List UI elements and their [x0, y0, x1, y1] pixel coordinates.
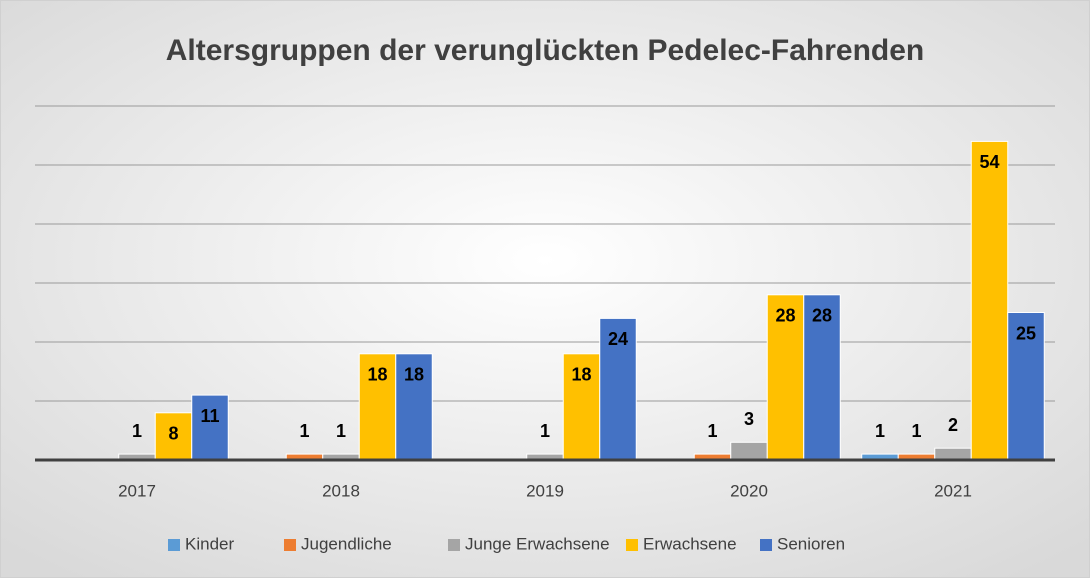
- x-tick-label: 2020: [730, 481, 768, 500]
- data-label: 28: [775, 306, 795, 326]
- legend-swatch: [760, 539, 772, 551]
- data-label: 1: [540, 421, 550, 441]
- bar: [191, 394, 229, 461]
- data-label: 2: [948, 415, 958, 435]
- data-label: 1: [336, 421, 346, 441]
- bar: [599, 317, 637, 461]
- x-tick-label: 2019: [526, 481, 564, 500]
- bar: [358, 353, 397, 461]
- data-label: 25: [1016, 323, 1036, 343]
- bar: [970, 140, 1009, 461]
- data-label: 3: [744, 409, 754, 429]
- data-label: 54: [979, 152, 999, 172]
- legend-label: Junge Erwachsene: [465, 534, 610, 553]
- legend-swatch: [284, 539, 296, 551]
- bar: [803, 294, 841, 461]
- bar: [934, 447, 972, 461]
- data-label: 1: [911, 421, 921, 441]
- legend-label: Erwachsene: [643, 534, 737, 553]
- x-tick-label: 2021: [934, 481, 972, 500]
- data-label: 18: [367, 365, 387, 385]
- bar: [395, 353, 433, 461]
- bar: [1007, 312, 1045, 461]
- x-tick-label: 2018: [322, 481, 360, 500]
- data-label: 1: [299, 421, 309, 441]
- legend-label: Jugendliche: [301, 534, 392, 553]
- legend-swatch: [626, 539, 638, 551]
- data-label: 24: [608, 329, 628, 349]
- data-label: 28: [812, 306, 832, 326]
- data-label: 18: [404, 365, 424, 385]
- bar: [730, 441, 768, 461]
- legend-label: Senioren: [777, 534, 845, 553]
- legend-swatch: [448, 539, 460, 551]
- data-label: 1: [875, 421, 885, 441]
- x-tick-label: 2017: [118, 481, 156, 500]
- chart-title: Altersgruppen der verunglückten Pedelec-…: [166, 34, 925, 67]
- data-label: 1: [707, 421, 717, 441]
- data-label: 1: [132, 421, 142, 441]
- legend-swatch: [168, 539, 180, 551]
- legend-label: Kinder: [185, 534, 234, 553]
- bar: [562, 353, 601, 461]
- data-label: 11: [200, 406, 219, 426]
- data-label: 18: [571, 365, 591, 385]
- data-label: 8: [168, 424, 178, 444]
